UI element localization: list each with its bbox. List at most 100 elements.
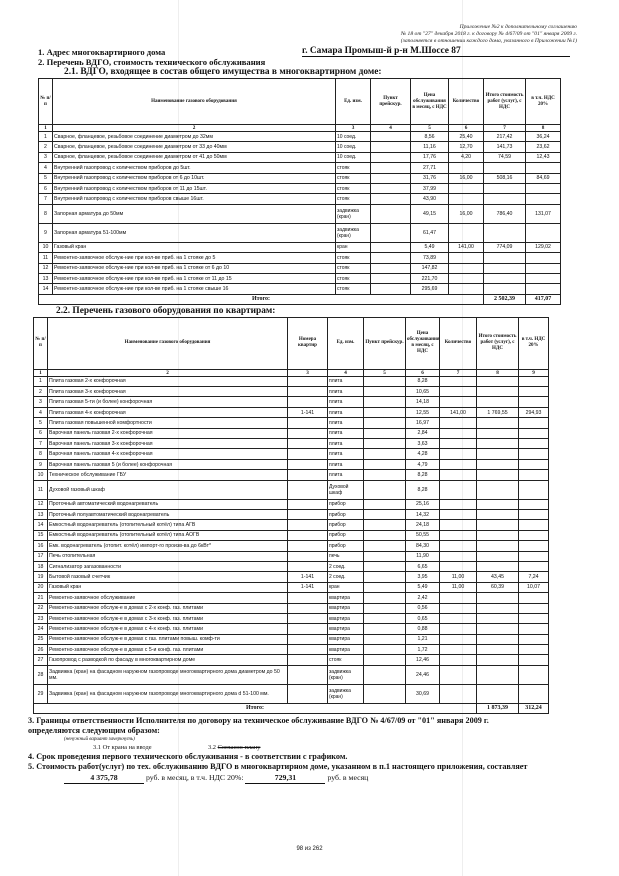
unit-cell: прибор — [327, 498, 364, 511]
vat-amount-cell — [518, 396, 549, 408]
table-row: 13 Проточный полуавтоматический водонагре… — [33, 508, 549, 521]
unit-cell: квартира — [327, 612, 364, 625]
unit-cell: плита — [327, 375, 364, 388]
price-list-item-cell — [370, 162, 411, 174]
header-total-cost: Итого стоимость работ (услуг), с НДС — [483, 78, 526, 125]
price-list-item-cell — [370, 203, 411, 224]
row-number-cell: 13 — [38, 272, 53, 285]
price-list-item-cell — [363, 458, 406, 471]
vat-amount-cell — [518, 427, 549, 440]
vat-amount-cell — [525, 283, 561, 295]
unit-cell: кран — [335, 241, 371, 254]
row-number-cell: 5 — [33, 417, 48, 429]
table-row: 2 Плита газовая 3-х конфорочная плита 10,65 — [33, 386, 549, 398]
monthly-price-cell: 16,97 — [405, 417, 440, 429]
page-number: 98 из 262 — [296, 846, 323, 852]
monthly-cost-amount: 4 375,78 — [64, 773, 144, 784]
vat-amount-cell — [518, 664, 549, 685]
row-number-cell: 18 — [33, 560, 48, 573]
amount-unit: руб. в месяц, в т.ч. НДС 20%: — [145, 772, 244, 782]
house-address: г. Самара Промыш-й р-н М.Шоссе 87 — [302, 46, 570, 57]
total-cost-cell — [476, 612, 519, 625]
row-number-cell: 19 — [33, 571, 48, 583]
vat-amount-cell — [518, 519, 549, 531]
apartment-numbers-cell — [287, 498, 328, 511]
unit-cell: задвижка (кран) — [327, 683, 364, 704]
total-cost-cell — [476, 529, 519, 542]
row-number-cell: 25 — [33, 633, 48, 646]
equipment-name-cell: Задвижка (кран) на фасадном наружном газ… — [47, 664, 288, 685]
monthly-price-cell: 8,28 — [405, 479, 440, 500]
equipment-name-cell: Внутренний газопровод с количеством приб… — [52, 172, 336, 184]
header-vat-amount: в т.ч. НДС 20% — [518, 316, 549, 370]
row-number-cell: 4 — [33, 406, 48, 419]
header-price-list-item: Пункт прейскур. — [370, 78, 411, 125]
monthly-price-cell: 17,76 — [410, 151, 449, 164]
vat-amount-cell: 129,02 — [525, 241, 561, 254]
apartment-numbers-cell — [287, 644, 328, 656]
monthly-vat-amount: 729,31 — [245, 773, 326, 784]
price-list-item-cell — [363, 612, 406, 625]
price-list-item-cell — [370, 182, 411, 195]
column-number: 1 — [33, 368, 48, 377]
monthly-price-cell: 8,56 — [410, 130, 449, 143]
row-number-cell: 14 — [33, 519, 48, 531]
quantity-cell — [439, 396, 477, 408]
quantity-cell — [439, 602, 477, 614]
total-cost-cell: 217,42 — [483, 130, 526, 143]
unit-cell: Духовой шкаф — [327, 479, 364, 500]
table-header: № п/п Наименование газового оборудования Е… — [38, 78, 561, 125]
table2-total-vat: 312,24 — [518, 702, 549, 714]
quantity-cell: 141,00 — [439, 406, 477, 419]
total-cost-cell — [483, 222, 526, 243]
header-price-list-item: Пункт прейскур. — [363, 316, 406, 370]
price-list-item-cell — [363, 633, 406, 646]
quantity-cell — [439, 386, 477, 398]
table-row: 16 Емк. водонагреватель (отопит. котёл) и… — [33, 540, 549, 552]
price-list-item-cell — [370, 151, 411, 164]
vat-amount-cell — [525, 222, 561, 243]
equipment-name-cell: Внутренний газопровод с количеством приб… — [52, 193, 336, 205]
equipment-name-cell: Сварное, фланцевое, резьбовое соединение… — [52, 130, 336, 143]
table-row: 24 Ремонтно-заявочное обслуж-е в домах с … — [33, 623, 549, 635]
boundary-option-1: 3.1 От крана на вводе — [93, 743, 152, 751]
section1-label: 1. Адрес многоквартирного дома — [38, 47, 166, 57]
table-row: 12 Проточный автоматический водонагревате… — [33, 498, 549, 511]
quantity-cell: 25,40 — [448, 130, 484, 143]
table-row: 11 Ремонтно-заявочное обслуж-ние при кол-… — [38, 252, 561, 264]
monthly-price-cell: 6,65 — [405, 560, 440, 573]
unit-cell: задвижка (кран) — [327, 664, 364, 685]
unit-cell: квартира — [327, 644, 364, 656]
unit-cell: 2 соед. — [327, 571, 364, 583]
table-row: 20 Газовый кран 1-141 кран 5,49 11,00 60,39 10,… — [33, 581, 549, 594]
apartment-numbers-cell — [287, 458, 328, 471]
apartment-numbers-cell — [287, 612, 328, 625]
equipment-name-cell: Ремонтно-заявочное обслуж-е в домах с 5-… — [47, 644, 288, 656]
price-list-item-cell — [363, 479, 406, 500]
unit-cell: стояк — [335, 182, 371, 195]
equipment-name-cell: Ремонтно-заявочное обслуж-ние при кол-ве… — [52, 262, 336, 274]
total-cost-cell — [476, 623, 519, 635]
column-number: 3 — [287, 368, 328, 377]
equipment-name-cell: Ремонтно-заявочное обслуж-е в домах с 2-… — [47, 602, 288, 614]
row-number-cell: 10 — [33, 469, 48, 481]
apartment-numbers-cell — [287, 386, 328, 398]
unit-cell: стояк — [335, 262, 371, 274]
total-cost-cell — [476, 683, 519, 704]
vat-amount-cell — [518, 448, 549, 460]
equipment-name-cell: Ремонтно-заявочное обслуж-ние при кол-ве… — [52, 272, 336, 285]
table-row: 10 Газовый кран кран 5,49 141,00 774,09 129,02 — [38, 241, 561, 254]
vat-amount-cell: 7,24 — [518, 571, 549, 583]
table-row: 4 Плита газовая 4-х конфорочная 1-141 плита… — [33, 406, 549, 419]
unit-cell: стояк — [335, 252, 371, 264]
quantity-cell: 12,70 — [448, 141, 484, 153]
monthly-price-cell: 14,18 — [405, 396, 440, 408]
equipment-name-cell: Газовый кран — [52, 241, 336, 254]
vat-amount-cell — [525, 182, 561, 195]
quantity-cell: 4,20 — [448, 151, 484, 164]
table-row: 4 Внутренний газопровод с количеством при… — [38, 162, 561, 174]
monthly-price-cell: 12,46 — [405, 654, 440, 666]
unit-cell: квартира — [327, 602, 364, 614]
monthly-price-cell: 12,55 — [405, 406, 440, 419]
header-total-cost: Итого стоимость работ (услуг), с НДС — [476, 316, 519, 370]
